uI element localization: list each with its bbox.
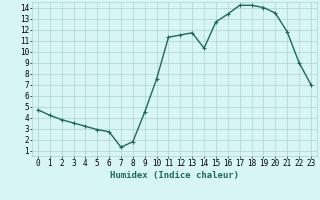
X-axis label: Humidex (Indice chaleur): Humidex (Indice chaleur) xyxy=(110,171,239,180)
